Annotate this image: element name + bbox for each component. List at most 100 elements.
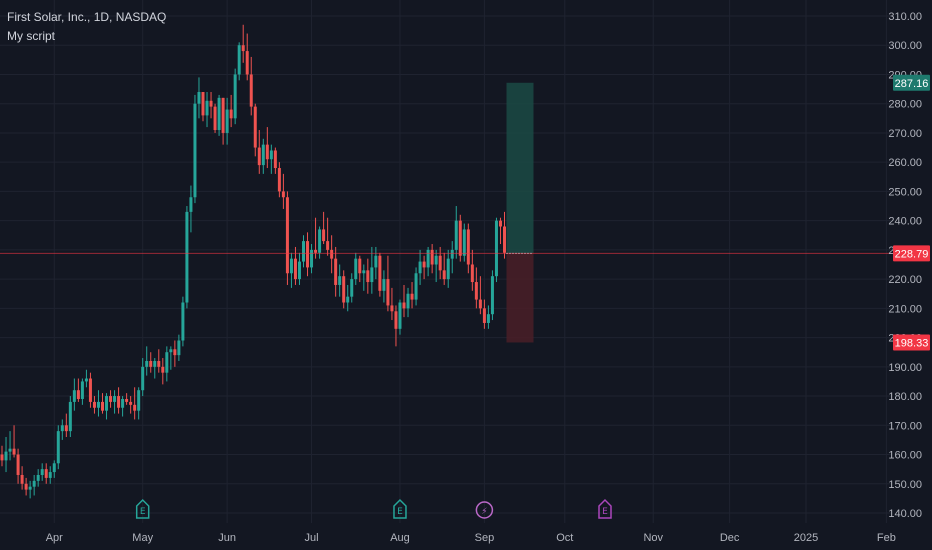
candle[interactable] — [490, 270, 494, 321]
candle[interactable] — [44, 463, 48, 484]
candle[interactable] — [133, 387, 137, 420]
candle[interactable] — [117, 387, 121, 414]
candle[interactable] — [209, 92, 213, 119]
candle[interactable] — [157, 349, 161, 373]
candle[interactable] — [40, 463, 44, 481]
candle[interactable] — [8, 431, 12, 461]
candle[interactable] — [101, 393, 104, 414]
candle[interactable] — [354, 252, 358, 285]
candle[interactable] — [273, 147, 277, 174]
script-name[interactable]: My script — [7, 29, 55, 43]
candle[interactable] — [322, 211, 326, 245]
candle[interactable] — [213, 103, 217, 133]
candle[interactable] — [24, 477, 28, 496]
candle[interactable] — [406, 287, 410, 318]
candle[interactable] — [426, 246, 430, 277]
candle[interactable] — [225, 97, 229, 145]
candle[interactable] — [165, 346, 169, 382]
candle[interactable] — [378, 252, 382, 297]
candle[interactable] — [229, 94, 233, 128]
earnings-event-icon[interactable]: E — [598, 498, 612, 519]
candle[interactable] — [265, 127, 269, 169]
candle[interactable] — [386, 255, 390, 312]
candle[interactable] — [422, 255, 426, 280]
candle[interactable] — [205, 92, 209, 128]
candle[interactable] — [233, 68, 237, 125]
x-axis[interactable]: Apr May Jun Jul Aug Sep Oct Nov Dec 2025 Feb — [46, 532, 896, 544]
candle[interactable] — [277, 162, 281, 198]
candle[interactable] — [269, 144, 273, 174]
candle[interactable] — [434, 249, 438, 283]
candle[interactable] — [28, 480, 32, 499]
candle[interactable] — [334, 246, 338, 297]
candle[interactable] — [486, 305, 490, 329]
candle[interactable] — [96, 390, 100, 417]
candle[interactable] — [494, 217, 498, 283]
candle[interactable] — [285, 191, 289, 285]
candle[interactable] — [241, 24, 245, 63]
candle[interactable] — [201, 92, 205, 122]
candle[interactable] — [245, 33, 249, 81]
candle[interactable] — [358, 255, 362, 283]
candle[interactable] — [458, 214, 462, 262]
candle[interactable] — [84, 369, 88, 388]
candle[interactable] — [121, 396, 125, 417]
candle[interactable] — [362, 264, 366, 291]
candle[interactable] — [253, 103, 257, 157]
candle[interactable] — [450, 241, 454, 274]
dividend-event-icon[interactable]: ⚡ — [475, 501, 494, 519]
candle[interactable] — [60, 419, 64, 440]
candle[interactable] — [326, 217, 330, 256]
candle[interactable] — [12, 425, 16, 458]
candle[interactable] — [4, 436, 8, 473]
candle[interactable] — [0, 445, 4, 467]
candle[interactable] — [197, 77, 201, 119]
candle[interactable] — [498, 217, 502, 245]
candle[interactable] — [314, 217, 318, 259]
earnings-event-icon[interactable]: E — [393, 498, 407, 519]
candle[interactable] — [342, 270, 346, 309]
candle[interactable] — [394, 305, 398, 347]
candle[interactable] — [193, 94, 197, 204]
candle[interactable] — [56, 425, 60, 470]
candle[interactable] — [454, 206, 458, 259]
candle[interactable] — [161, 358, 165, 385]
candle[interactable] — [149, 352, 153, 373]
candle[interactable] — [302, 235, 305, 268]
candle[interactable] — [382, 270, 386, 303]
candle[interactable] — [221, 97, 225, 145]
candle[interactable] — [366, 258, 370, 294]
candle[interactable] — [462, 223, 466, 262]
candle[interactable] — [470, 249, 474, 291]
candle[interactable] — [478, 276, 482, 315]
candle[interactable] — [503, 211, 506, 259]
candle[interactable] — [374, 246, 378, 280]
candle[interactable] — [281, 173, 285, 209]
candle[interactable] — [306, 232, 310, 277]
candle[interactable] — [289, 252, 293, 288]
candle[interactable] — [16, 448, 20, 484]
candle[interactable] — [189, 185, 193, 233]
candle[interactable] — [145, 346, 149, 376]
event-markers[interactable]: E E ⚡ E — [135, 498, 612, 519]
candle[interactable] — [430, 244, 434, 274]
candle[interactable] — [418, 249, 422, 285]
candle[interactable] — [350, 273, 354, 303]
candle[interactable] — [466, 223, 470, 274]
candle[interactable] — [310, 244, 314, 274]
candle[interactable] — [338, 264, 342, 297]
candle[interactable] — [482, 299, 486, 329]
candle[interactable] — [129, 396, 133, 414]
candle[interactable] — [169, 346, 173, 370]
candle[interactable] — [80, 378, 84, 405]
candle[interactable] — [346, 284, 350, 312]
candle[interactable] — [474, 267, 478, 309]
candle[interactable] — [185, 206, 189, 309]
candle[interactable] — [398, 299, 402, 335]
candle[interactable] — [390, 287, 394, 321]
candle[interactable] — [297, 252, 301, 285]
candle[interactable] — [330, 235, 334, 274]
candle[interactable] — [64, 413, 68, 437]
candle[interactable] — [438, 246, 442, 280]
